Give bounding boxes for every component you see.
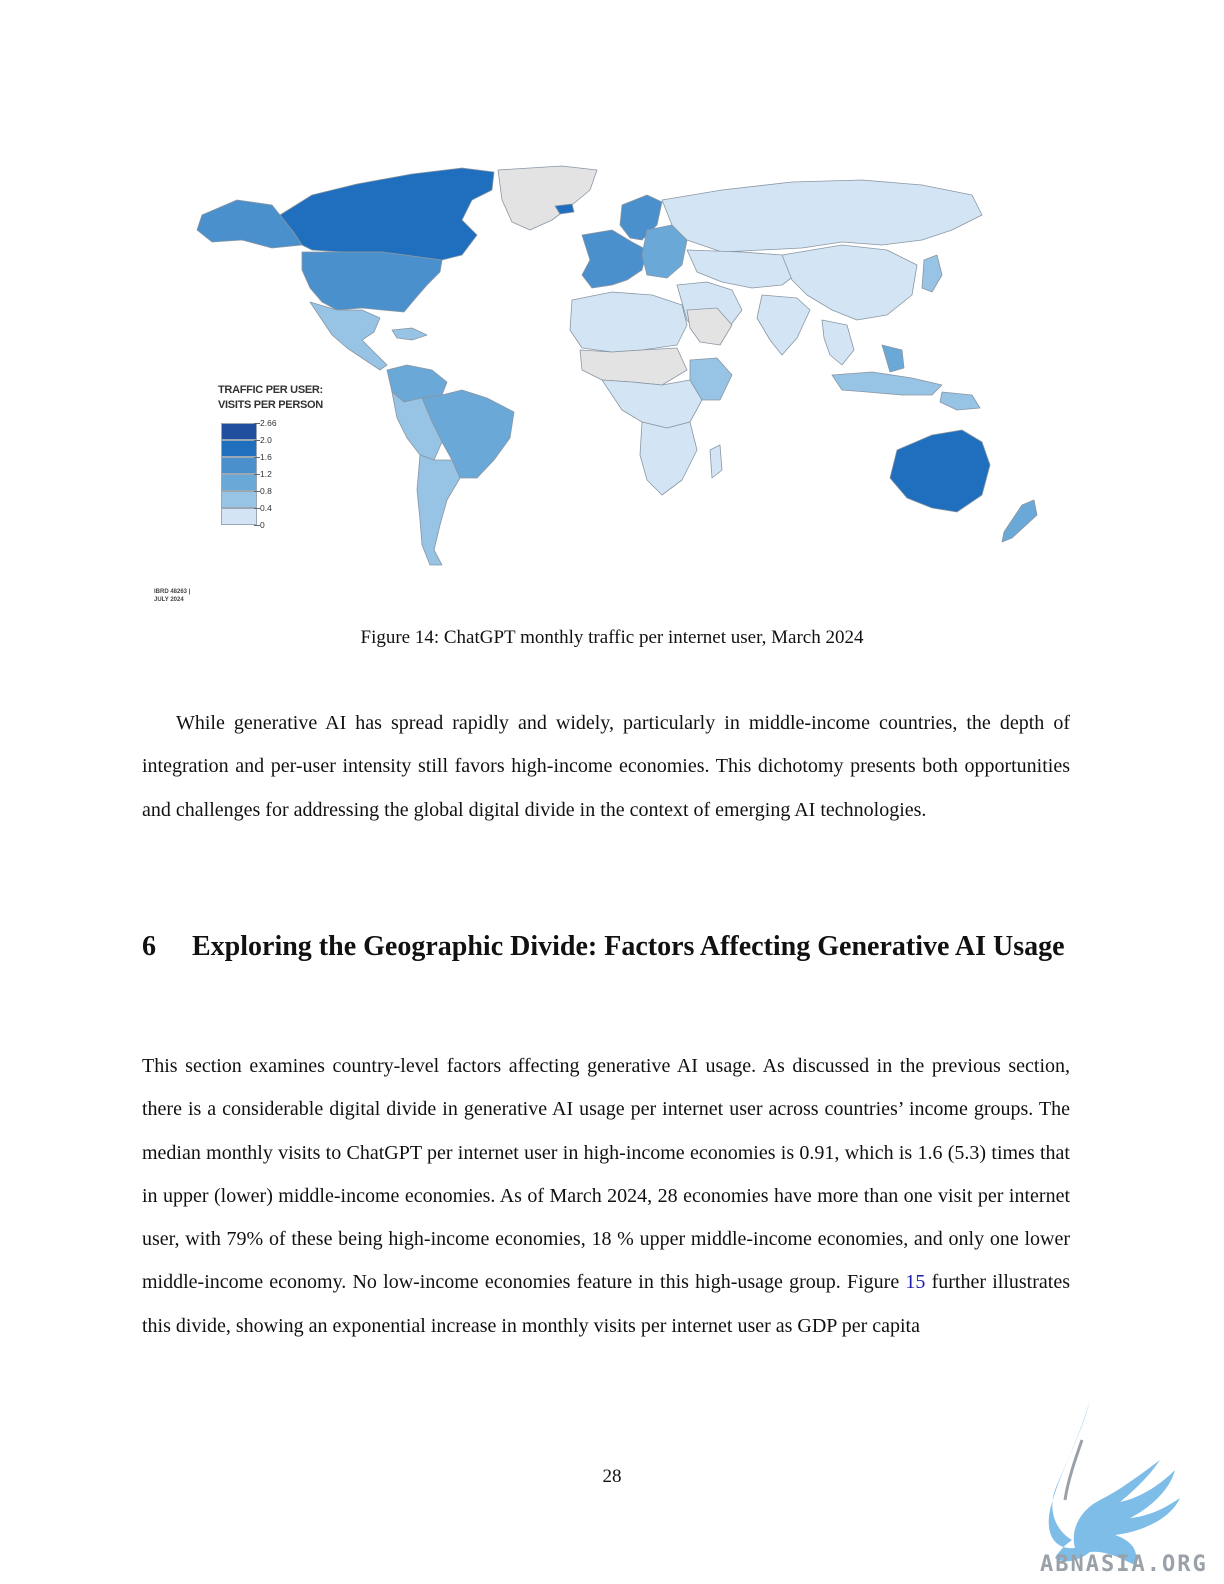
map-region-philippines-malaysia xyxy=(881,344,905,373)
legend-tick-label: 2.0 xyxy=(260,435,272,445)
legend-title-line2: VISITS PER PERSON xyxy=(218,399,323,411)
map-region-mexico xyxy=(309,301,388,371)
map-region-china xyxy=(781,244,918,321)
map-region-peru-bolivia xyxy=(391,391,443,461)
map-legend: TRAFFIC PER USER: VISITS PER PERSON 2.66… xyxy=(218,383,358,533)
legend-swatch xyxy=(221,440,257,457)
map-id-line1: IBRD 48263 | xyxy=(154,589,191,595)
map-region-central-asia xyxy=(686,249,803,289)
map-region-east-africa xyxy=(689,357,733,401)
map-region-canada xyxy=(271,167,495,261)
map-region-argentina-chile xyxy=(416,454,461,566)
legend-tick-label: 0.4 xyxy=(260,503,272,513)
section-number: 6 xyxy=(142,931,156,962)
map-region-australia xyxy=(889,429,991,513)
map-region-russia xyxy=(661,179,983,253)
legend-swatch xyxy=(221,423,257,440)
map-region-southeast-asia xyxy=(821,319,855,366)
section-title: Exploring the Geographic Divide: Factors… xyxy=(192,931,1065,962)
legend-swatch xyxy=(221,491,257,508)
paragraph-text-part1: This section examines country-level fact… xyxy=(142,1055,1070,1294)
map-region-japan-korea xyxy=(921,254,943,293)
map-region-papua xyxy=(939,391,981,411)
page-number: 28 xyxy=(602,1466,622,1487)
map-region-central-africa xyxy=(601,379,703,429)
world-map xyxy=(196,165,1038,566)
watermark-text: ABNASIA.ORG xyxy=(1040,1552,1208,1577)
map-region-usa xyxy=(301,251,443,313)
paragraph-section-body: This section examines country-level fact… xyxy=(142,1045,1070,1348)
map-region-india xyxy=(756,294,811,356)
legend-swatch xyxy=(221,457,257,474)
figure-caption: Figure 14: ChatGPT monthly traffic per i… xyxy=(360,627,864,648)
map-region-alaska xyxy=(196,199,303,249)
map-region-new-zealand xyxy=(1001,499,1038,543)
legend-tick-label: 0 xyxy=(260,520,265,530)
map-region-north-africa xyxy=(569,291,688,353)
section-heading: 6 Exploring the Geographic Divide: Facto… xyxy=(142,918,1072,975)
legend-scale: 2.66 2.0 1.6 1.2 0.8 0.4 0 xyxy=(218,418,358,533)
legend-swatch xyxy=(221,508,257,525)
legend-tick-label: 1.6 xyxy=(260,452,272,462)
paragraph-intro: While generative AI has spread rapidly a… xyxy=(142,712,1070,821)
legend-tick-label: 2.66 xyxy=(260,418,277,428)
figure-15-link[interactable]: 15 xyxy=(905,1271,926,1294)
map-region-greenland xyxy=(497,165,598,231)
world-map-figure: TRAFFIC PER USER: VISITS PER PERSON 2.66… xyxy=(142,160,1082,610)
map-region-caribbean xyxy=(391,327,428,341)
map-region-southern-africa xyxy=(639,421,698,496)
griffin-logo-icon xyxy=(1048,1400,1180,1565)
map-region-indonesia xyxy=(831,371,943,396)
legend-swatch xyxy=(221,474,257,491)
paragraph-text-part2: further illustrates this divide, showing… xyxy=(142,1271,1070,1337)
legend-tick-label: 0.8 xyxy=(260,486,272,496)
map-id-line2: JULY 2024 xyxy=(154,597,184,603)
legend-tick-label: 1.2 xyxy=(260,469,272,479)
map-region-madagascar xyxy=(709,444,723,479)
map-region-saudi xyxy=(686,307,733,346)
map-region-sahel xyxy=(579,347,688,386)
map-id: IBRD 48263 | JULY 2024 xyxy=(154,588,190,604)
map-region-western-europe xyxy=(581,229,648,289)
map-region-iceland xyxy=(554,203,575,215)
legend-title-line1: TRAFFIC PER USER: xyxy=(218,384,323,396)
